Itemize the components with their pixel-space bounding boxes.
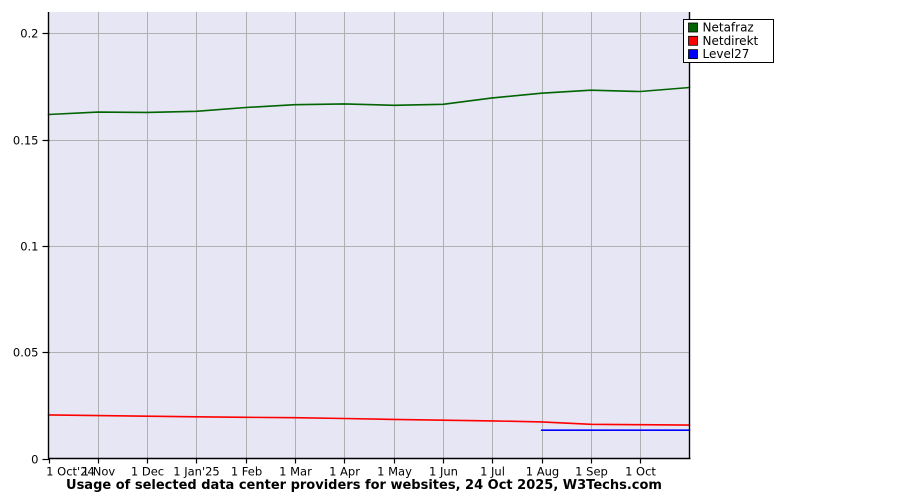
x-tick-label: 1 Aug [526,465,559,479]
chart-caption: Usage of selected data center providers … [66,478,662,493]
legend-label-netafraz: Netafraz [703,21,754,35]
y-tick-label: 0.2 [20,27,38,41]
x-tick-label: 1 Dec [131,465,164,479]
x-axis-ticks: 1 Oct'241 Nov 1 Dec 1 Jan'25 1 Feb 1 Mar 1 Ap… [46,458,656,479]
y-tick-label: 0.05 [13,346,39,360]
x-tick-label: 1 Mar [279,465,312,479]
y-tick-label: 0.15 [13,134,39,148]
horizontal-gridlines [48,33,690,353]
x-tick-label: 1 Jul [480,465,505,479]
legend-swatch-netafraz [688,22,698,33]
x-tick-label: 1 Jun [429,465,458,479]
series-line-netdirekt [47,414,691,426]
x-tick-label: 1 Nov [82,465,116,479]
series-line-netafraz [47,86,691,116]
y-tick-label: 0 [31,453,38,467]
plot-area-background [48,12,690,458]
data-series-group [47,86,691,432]
legend-label-netdirekt: Netdirekt [703,34,759,48]
y-axis-ticks: 0 0.05 0.1 0.15 0.2 [13,27,50,467]
legend-swatch-netdirekt [688,35,698,46]
x-tick-label: 1 Feb [231,465,262,479]
x-tick-label: 1 Oct'24 [46,465,95,479]
legend-label-level27: Level27 [703,47,750,61]
x-tick-label: 1 Apr [329,465,360,479]
y-tick-label: 0.1 [20,240,38,254]
legend-box [683,19,774,63]
x-tick-label: 1 May [377,465,412,479]
x-tick-label: 1 Sep [575,465,608,479]
x-tick-label: 1 Jan'25 [173,465,220,479]
legend-swatch-level27 [688,49,698,59]
vertical-gridlines [98,12,641,459]
x-tick-label: 1 Oct [625,465,656,479]
